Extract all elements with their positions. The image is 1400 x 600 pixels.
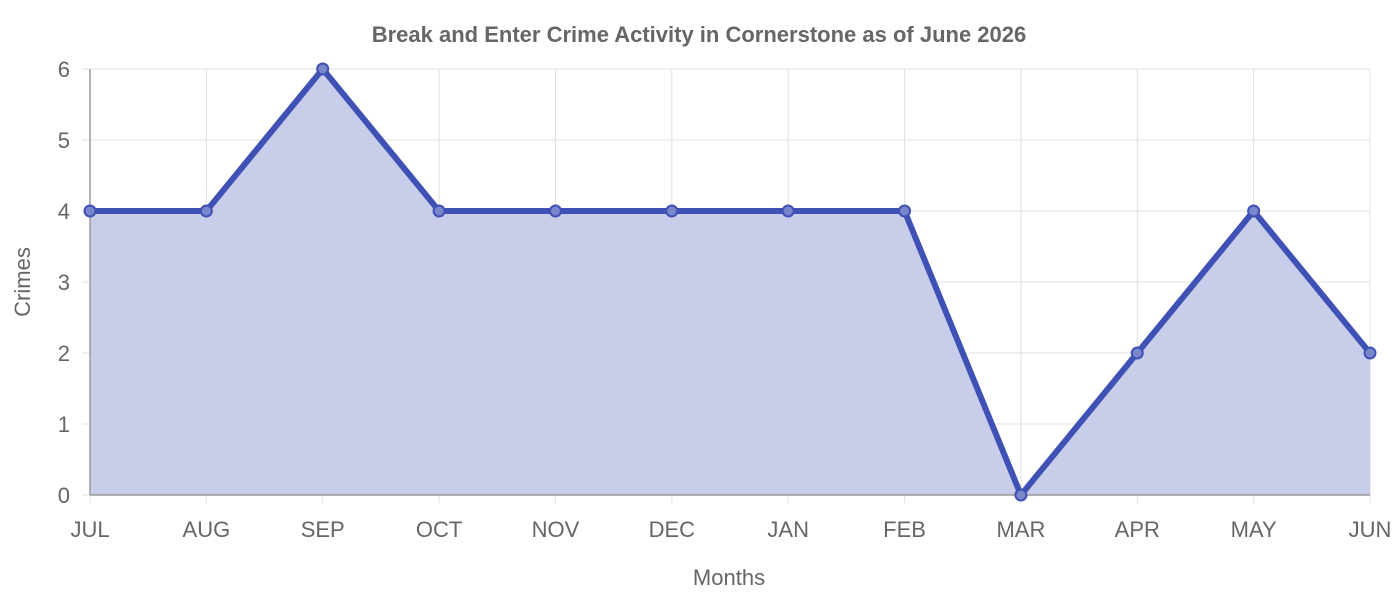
- x-tick-label: NOV: [532, 517, 580, 542]
- x-tick-label: OCT: [416, 517, 462, 542]
- data-point: [1363, 346, 1377, 360]
- y-tick-label: 0: [58, 483, 70, 508]
- data-point: [1130, 346, 1144, 360]
- series-line: [87, 66, 1373, 498]
- x-axis-title: Months: [693, 565, 765, 590]
- data-points: [83, 62, 1377, 502]
- data-point: [199, 204, 213, 218]
- data-point: [83, 204, 97, 218]
- data-point: [548, 204, 562, 218]
- y-tick-label: 6: [58, 57, 70, 82]
- x-tick-label: SEP: [301, 517, 345, 542]
- y-axis-title: Crimes: [10, 247, 35, 317]
- y-tick-label: 2: [58, 341, 70, 366]
- y-tick-labels: 0 1 2 3 4 5 6: [58, 57, 70, 508]
- x-tick-label: MAY: [1231, 517, 1277, 542]
- data-point: [432, 204, 446, 218]
- x-tick-label: MAR: [996, 517, 1045, 542]
- x-tick-label: JUN: [1349, 517, 1392, 542]
- data-point: [781, 204, 795, 218]
- chart-title: Break and Enter Crime Activity in Corner…: [372, 22, 1027, 47]
- y-tick-label: 5: [58, 128, 70, 153]
- x-tick-label: FEB: [883, 517, 926, 542]
- x-tick-label: DEC: [649, 517, 696, 542]
- y-tick-label: 1: [58, 412, 70, 437]
- data-point: [665, 204, 679, 218]
- y-tick-label: 3: [58, 270, 70, 295]
- x-tick-labels: JUL AUG SEP OCT NOV DEC JAN FEB MAR APR MAY JUN: [70, 517, 1391, 542]
- data-point: [1247, 204, 1261, 218]
- x-tick-label: JAN: [767, 517, 809, 542]
- data-point: [1014, 488, 1028, 502]
- x-tick-label: JUL: [70, 517, 109, 542]
- data-point: [316, 62, 330, 76]
- y-tick-label: 4: [58, 199, 70, 224]
- x-tick-label: AUG: [183, 517, 231, 542]
- data-point: [898, 204, 912, 218]
- x-tick-label: APR: [1115, 517, 1160, 542]
